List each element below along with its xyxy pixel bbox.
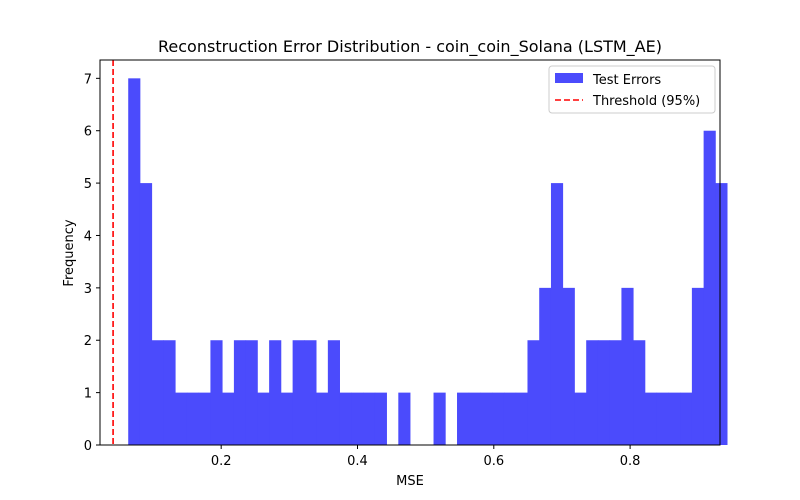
histogram-bar bbox=[139, 183, 153, 445]
histogram-bar bbox=[163, 340, 176, 445]
histogram-bar bbox=[316, 392, 329, 445]
histogram-bar bbox=[621, 287, 634, 445]
histogram-bars bbox=[128, 78, 728, 445]
legend-frame bbox=[548, 65, 716, 114]
histogram-bar bbox=[128, 78, 141, 445]
histogram-bar bbox=[457, 392, 470, 445]
x-axis-ticks: 0.2 0.4 0.6 0.8 bbox=[211, 445, 641, 469]
histogram-bar bbox=[633, 340, 646, 445]
x-axis-label: MSE bbox=[396, 474, 424, 489]
histogram-bar bbox=[327, 340, 340, 445]
histogram-bar bbox=[245, 340, 258, 445]
histogram-bar bbox=[151, 340, 164, 445]
histogram-bar bbox=[210, 340, 223, 445]
histogram-bar bbox=[668, 392, 681, 445]
histogram-bar bbox=[351, 392, 364, 445]
histogram-bar bbox=[233, 340, 247, 445]
histogram-bar bbox=[468, 392, 481, 445]
x-tick-label: 0.2 bbox=[211, 454, 232, 469]
histogram-bar bbox=[363, 392, 376, 445]
x-tick-label: 0.6 bbox=[483, 454, 504, 469]
histogram-bar bbox=[374, 392, 387, 445]
histogram-bar bbox=[339, 392, 352, 445]
x-tick-label: 0.4 bbox=[347, 454, 368, 469]
histogram-bar bbox=[269, 340, 282, 445]
histogram-bar bbox=[574, 392, 587, 445]
histogram-bar bbox=[198, 392, 211, 445]
y-tick-label: 5 bbox=[84, 177, 92, 192]
histogram-bar bbox=[597, 340, 611, 445]
histogram-bar bbox=[527, 340, 540, 445]
histogram-bar bbox=[398, 392, 411, 445]
y-tick-label: 0 bbox=[84, 439, 92, 454]
histogram-bar bbox=[492, 392, 505, 445]
y-axis-label: Frequency bbox=[62, 219, 77, 286]
histogram-bar bbox=[691, 287, 705, 445]
chart-title: Reconstruction Error Distribution - coin… bbox=[158, 37, 662, 57]
legend: Test Errors Threshold (95%) bbox=[548, 65, 716, 114]
histogram-bar bbox=[257, 392, 270, 445]
histogram-bar bbox=[703, 130, 716, 445]
histogram-bar bbox=[480, 392, 493, 445]
histogram-bar bbox=[175, 392, 188, 445]
histogram-bar bbox=[186, 392, 200, 445]
histogram-bar bbox=[222, 392, 235, 445]
y-tick-label: 1 bbox=[84, 387, 92, 402]
y-tick-label: 6 bbox=[84, 125, 92, 140]
histogram-bar bbox=[304, 340, 317, 445]
y-tick-label: 3 bbox=[84, 282, 92, 297]
y-tick-label: 2 bbox=[84, 334, 92, 349]
y-tick-label: 7 bbox=[84, 72, 92, 87]
x-tick-label: 0.8 bbox=[620, 454, 641, 469]
histogram-bar bbox=[715, 183, 728, 445]
histogram-bar bbox=[433, 392, 446, 445]
histogram-bar bbox=[280, 392, 294, 445]
histogram-bar bbox=[586, 340, 599, 445]
legend-threshold-label: Threshold (95%) bbox=[592, 94, 700, 109]
legend-test-errors-swatch bbox=[555, 73, 583, 83]
y-axis-ticks: 0 1 2 3 4 5 6 7 bbox=[84, 72, 100, 454]
histogram-bar bbox=[644, 392, 658, 445]
histogram-bar bbox=[515, 392, 528, 445]
histogram-bar bbox=[503, 392, 517, 445]
histogram-bar bbox=[550, 183, 564, 445]
y-tick-label: 4 bbox=[84, 229, 92, 244]
histogram-bar bbox=[539, 287, 552, 445]
legend-test-errors-label: Test Errors bbox=[592, 73, 661, 88]
histogram-bar bbox=[292, 340, 305, 445]
histogram-bar bbox=[609, 340, 622, 445]
histogram-bar bbox=[562, 287, 575, 445]
histogram-bar bbox=[656, 392, 669, 445]
histogram-bar bbox=[680, 392, 693, 445]
plot-area-frame bbox=[99, 59, 721, 446]
